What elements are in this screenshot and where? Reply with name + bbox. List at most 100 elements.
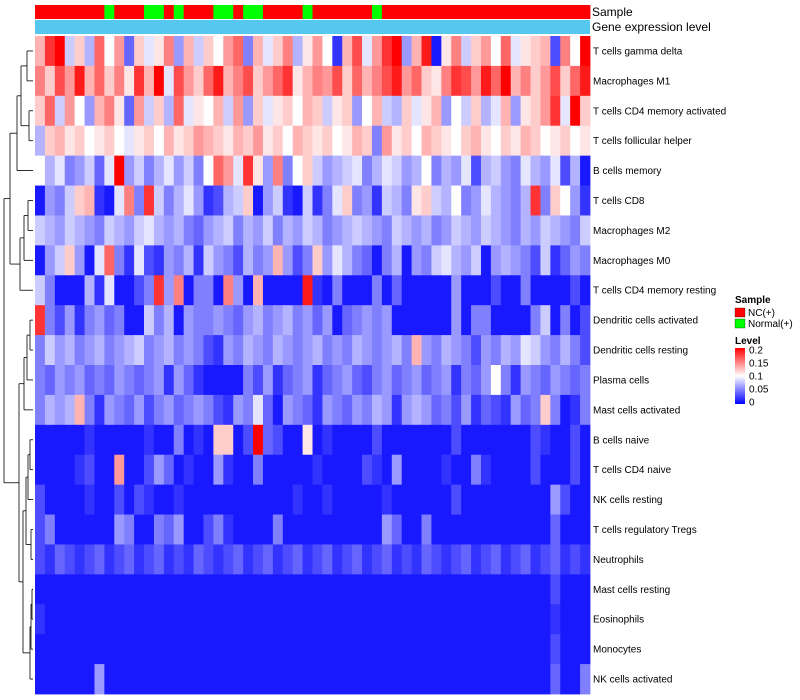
heatmap-cell <box>243 335 254 366</box>
heatmap-cell <box>451 95 462 127</box>
heatmap-cell <box>163 155 175 186</box>
heatmap-cell <box>441 544 452 575</box>
heatmap-cell <box>362 155 373 186</box>
heatmap-cell <box>362 95 373 127</box>
heatmap-cell <box>510 365 522 396</box>
heatmap-cell <box>560 574 571 605</box>
heatmap-cell <box>163 95 175 127</box>
heatmap-cell <box>401 664 413 695</box>
heatmap-cell <box>451 335 462 366</box>
heatmap-cell <box>520 335 531 366</box>
heatmap-cell <box>84 514 95 545</box>
heatmap-cell <box>342 95 353 127</box>
heatmap-cell <box>173 185 185 216</box>
legend-label-nc: NC(+) <box>748 308 775 319</box>
sample-annotation-cell <box>104 5 115 19</box>
heatmap-cell <box>223 365 234 396</box>
heatmap-cell <box>550 305 561 336</box>
sample-annotation-cell <box>312 5 323 19</box>
heatmap-cell <box>540 65 551 97</box>
heatmap-cell <box>114 245 125 276</box>
heatmap-cell <box>322 544 333 575</box>
heatmap-cell <box>253 155 264 186</box>
heatmap-cell <box>183 185 194 216</box>
heatmap-cell <box>233 574 244 605</box>
heatmap-cell <box>193 245 204 276</box>
heatmap-cell <box>342 484 353 515</box>
heatmap-cell <box>322 185 333 216</box>
heatmap-cell <box>243 275 254 306</box>
heatmap-cell <box>54 275 66 306</box>
heatmap-cell <box>312 95 323 127</box>
heatmap-cell <box>362 245 373 276</box>
heatmap-cell <box>54 245 66 276</box>
heatmap-cell <box>520 275 531 306</box>
heatmap-cell <box>74 275 85 306</box>
heatmap-cell <box>570 634 581 665</box>
heatmap-cell <box>84 394 95 426</box>
heatmap-cell <box>451 245 462 276</box>
heatmap-cell <box>302 125 313 157</box>
heatmap-cell <box>233 215 244 246</box>
heatmap-cell <box>401 305 413 336</box>
heatmap-cell <box>282 95 294 127</box>
sample-annotation-cell <box>84 5 95 19</box>
heatmap-cell <box>74 514 85 545</box>
heatmap-cell <box>124 514 135 545</box>
heatmap-cell <box>401 365 413 396</box>
heatmap-cell <box>292 125 303 157</box>
heatmap-cell <box>64 125 76 157</box>
heatmap-cell <box>94 544 105 575</box>
heatmap-cell <box>510 185 522 216</box>
heatmap-cell <box>560 65 571 97</box>
heatmap-cell <box>84 215 95 246</box>
sample-annotation-cell <box>480 5 492 19</box>
heatmap-cell <box>84 36 95 67</box>
heatmap-cell <box>431 335 442 366</box>
heatmap-cell <box>144 155 155 186</box>
heatmap-cell <box>570 155 581 186</box>
heatmap-cell <box>262 185 274 216</box>
heatmap-cell <box>272 36 284 67</box>
heatmap-cell <box>401 65 413 97</box>
heatmap-cell <box>44 155 56 186</box>
heatmap-cell <box>262 484 274 515</box>
heatmap-cell <box>173 394 185 426</box>
heatmap-cell <box>451 484 462 515</box>
heatmap-cell <box>64 574 76 605</box>
heatmap-cell <box>371 245 383 276</box>
heatmap-cell <box>332 574 343 605</box>
heatmap-cell <box>35 544 46 575</box>
heatmap-cell <box>35 155 46 186</box>
heatmap-cell <box>74 155 85 186</box>
heatmap-cell <box>213 574 224 605</box>
heatmap-cell <box>401 574 413 605</box>
annotation-bars <box>35 5 591 34</box>
heatmap-cell <box>381 155 393 186</box>
heatmap-cell <box>282 634 294 665</box>
heatmap-cell <box>570 65 581 97</box>
heatmap-cell <box>480 155 492 186</box>
sample-annotation-cell <box>560 5 571 19</box>
sample-legend: Sample NC(+) Normal(+) <box>734 295 793 330</box>
heatmap-cell <box>342 514 353 545</box>
heatmap-cell <box>163 484 175 515</box>
heatmap-cell <box>332 365 343 396</box>
row-labels: T cells gamma delta Macrophages M1 T cells… <box>593 46 726 685</box>
heatmap-cell <box>233 185 244 216</box>
heatmap-cell <box>183 305 194 336</box>
sample-annotation-cell <box>163 5 175 19</box>
heatmap-cell <box>64 305 76 336</box>
heatmap-cell <box>134 335 145 366</box>
heatmap-cell <box>302 634 313 665</box>
heatmap-cell <box>352 335 363 366</box>
heatmap-cell <box>371 424 383 456</box>
heatmap-cell <box>292 215 303 246</box>
heatmap-cell <box>54 95 66 127</box>
heatmap-cell <box>233 36 244 67</box>
heatmap-cell <box>560 454 571 486</box>
heatmap-cell <box>480 245 492 276</box>
heatmap-cell <box>322 245 333 276</box>
heatmap-cell <box>74 36 85 67</box>
heatmap-cell <box>183 514 194 545</box>
